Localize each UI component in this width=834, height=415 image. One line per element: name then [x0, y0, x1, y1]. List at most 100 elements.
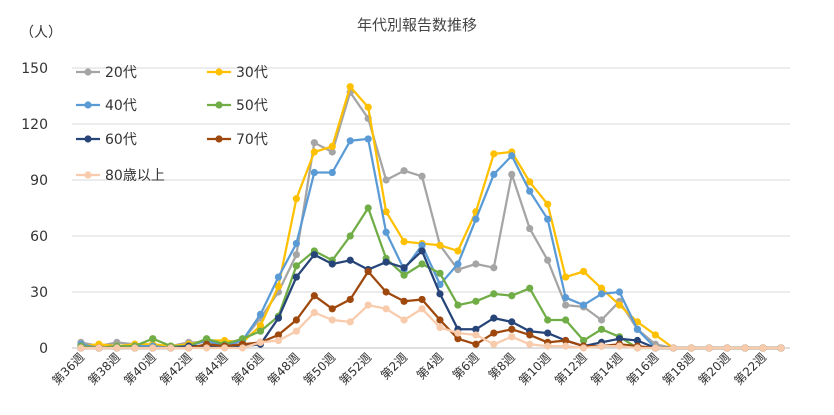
- data-point: [220, 344, 229, 352]
- series-line: [81, 270, 781, 350]
- data-point: [203, 335, 211, 343]
- data-point: [364, 204, 372, 212]
- x-tick-label: 第10週: [516, 350, 554, 388]
- data-point: [274, 331, 283, 339]
- x-tick-label: 第38週: [85, 350, 123, 388]
- legend-item: 30代: [207, 65, 268, 81]
- data-point: [364, 301, 372, 309]
- data-point: [579, 344, 588, 352]
- data-point: [615, 342, 624, 350]
- data-point: [149, 344, 157, 352]
- data-point: [77, 344, 85, 352]
- data-point: [436, 290, 444, 298]
- data-point: [346, 83, 354, 91]
- data-point: [185, 344, 193, 352]
- data-point: [472, 260, 480, 268]
- data-point: [454, 260, 462, 268]
- data-point: [651, 344, 659, 352]
- data-point: [274, 314, 283, 322]
- x-tick-label: 第20週: [696, 350, 734, 388]
- data-point: [400, 264, 408, 272]
- data-point: [508, 170, 516, 178]
- legend-label: 50代: [236, 98, 268, 114]
- data-point: [669, 344, 677, 352]
- data-point: [526, 224, 534, 233]
- data-point: [436, 280, 444, 289]
- data-point: [651, 331, 659, 339]
- data-point: [777, 344, 785, 352]
- data-point: [436, 241, 444, 249]
- legend-marker: [215, 68, 223, 76]
- data-point: [544, 200, 552, 208]
- data-point: [292, 273, 300, 281]
- data-point: [292, 327, 300, 335]
- legend-item: 70代: [207, 132, 268, 148]
- data-point: [328, 260, 336, 268]
- data-point: [328, 142, 336, 150]
- data-point: [364, 135, 372, 143]
- data-point: [490, 170, 498, 178]
- x-tick-label: 第2週: [378, 350, 410, 382]
- series-group: [77, 267, 785, 352]
- data-point: [310, 148, 318, 156]
- data-point: [256, 310, 265, 318]
- data-point: [633, 325, 642, 333]
- data-point: [615, 335, 624, 343]
- data-point: [274, 273, 283, 281]
- data-point: [238, 335, 247, 343]
- data-point: [490, 150, 498, 158]
- data-point: [597, 316, 606, 324]
- data-point: [364, 267, 372, 276]
- data-point: [526, 340, 534, 348]
- data-point: [292, 195, 300, 203]
- x-tick-label: 第42週: [157, 350, 195, 388]
- legend-marker: [215, 135, 223, 143]
- x-axis-ticks: 第36週第38週第40週第42週第44週第46週第48週第50週第52週 第2週第…: [49, 350, 769, 388]
- data-point: [562, 301, 570, 309]
- data-point: [597, 284, 606, 292]
- data-point: [454, 247, 462, 255]
- y-tick-label: 90: [30, 173, 48, 189]
- data-point: [472, 331, 480, 339]
- data-point: [687, 344, 695, 352]
- x-tick-label: 第4週: [414, 350, 446, 382]
- data-point: [400, 316, 408, 324]
- data-point: [382, 305, 390, 313]
- data-point: [328, 148, 336, 156]
- data-point: [400, 238, 408, 246]
- data-point: [418, 172, 426, 180]
- data-point: [579, 301, 588, 309]
- x-tick-label: 第14週: [588, 350, 626, 388]
- data-point: [418, 247, 426, 255]
- legend: 20代 30代 40代 50代 60代 70代 80歳以上: [76, 65, 268, 184]
- x-tick-label: 第8週: [486, 350, 518, 382]
- data-point: [562, 336, 570, 345]
- data-point: [490, 290, 498, 298]
- data-point: [167, 344, 175, 352]
- data-point: [508, 333, 516, 341]
- data-point: [400, 271, 408, 279]
- data-point: [544, 215, 552, 223]
- data-point: [490, 264, 498, 272]
- data-point: [346, 318, 354, 326]
- data-point: [526, 284, 534, 292]
- data-point: [562, 342, 570, 350]
- data-point: [274, 336, 283, 345]
- y-axis-unit-label: （人）: [20, 25, 62, 41]
- legend-label: 70代: [236, 132, 268, 148]
- data-point: [508, 325, 516, 333]
- data-point: [526, 187, 534, 195]
- data-point: [705, 344, 713, 352]
- data-point: [562, 294, 570, 302]
- legend-marker: [215, 101, 223, 109]
- x-tick-label: 第48週: [265, 350, 303, 388]
- data-point: [741, 344, 749, 352]
- x-tick-label: 第50週: [301, 350, 339, 388]
- x-tick-label: 第40週: [121, 350, 159, 388]
- legend-item: 80歳以上: [76, 168, 165, 184]
- data-point: [256, 338, 265, 346]
- data-point: [203, 344, 211, 352]
- data-point: [310, 139, 318, 147]
- data-point: [544, 342, 552, 350]
- data-point: [382, 258, 390, 266]
